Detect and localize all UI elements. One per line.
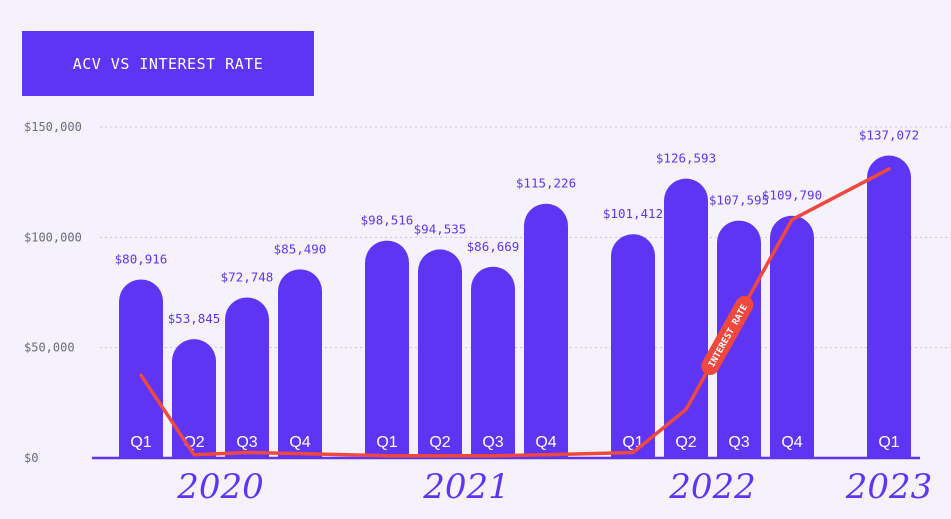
quarter-label: Q1: [130, 434, 151, 451]
bar-value-label: $101,412: [603, 206, 663, 221]
bar-value-label: $115,226: [516, 176, 576, 191]
bar-value-label: $85,490: [274, 241, 327, 256]
bar: [867, 155, 911, 459]
bar-value-label: $126,593: [656, 151, 716, 166]
bar: [770, 215, 814, 458]
year-label: 2020: [176, 467, 264, 507]
bar-value-label: $94,535: [414, 221, 467, 236]
bar-value-label: $109,790: [762, 188, 822, 203]
bar: [524, 203, 568, 458]
y-tick-label: $0: [24, 451, 38, 465]
bar-value-label: $53,845: [168, 311, 221, 326]
bar-value-label: $86,669: [467, 239, 520, 254]
quarter-label: Q1: [376, 434, 397, 451]
y-tick-label: $50,000: [24, 341, 75, 355]
quarter-label: Q1: [878, 434, 899, 451]
quarter-label: Q3: [728, 434, 749, 451]
quarter-label: Q2: [429, 434, 450, 451]
bar-value-label: $80,916: [115, 251, 168, 266]
bar: [225, 297, 269, 458]
bar: [664, 178, 708, 458]
bar: [278, 269, 322, 458]
bar: [418, 249, 462, 458]
bar-value-label: $107,595: [709, 193, 769, 208]
bar: [172, 339, 216, 458]
year-label: 2023: [845, 467, 933, 507]
interest-rate-tag-bg: [701, 295, 754, 375]
year-label: 2021: [422, 467, 510, 507]
bar: [119, 279, 163, 458]
quarter-label: Q2: [675, 434, 696, 451]
bar: [471, 266, 515, 458]
quarter-label: Q4: [535, 434, 556, 451]
quarter-label: Q3: [482, 434, 503, 451]
quarter-label: Q4: [781, 434, 802, 451]
bar-value-label: $137,072: [859, 128, 919, 143]
quarter-label: Q4: [289, 434, 310, 451]
y-tick-label: $100,000: [24, 230, 82, 244]
bar-value-label: $72,748: [221, 269, 274, 284]
bar-value-label: $98,516: [361, 213, 414, 228]
chart-title: ACV VS INTEREST RATE: [22, 31, 314, 96]
bar: [365, 240, 409, 458]
year-label: 2022: [668, 467, 756, 507]
quarter-label: Q3: [236, 434, 257, 451]
bar: [717, 220, 761, 458]
bar: [611, 234, 655, 458]
y-tick-label: $150,000: [24, 120, 82, 134]
